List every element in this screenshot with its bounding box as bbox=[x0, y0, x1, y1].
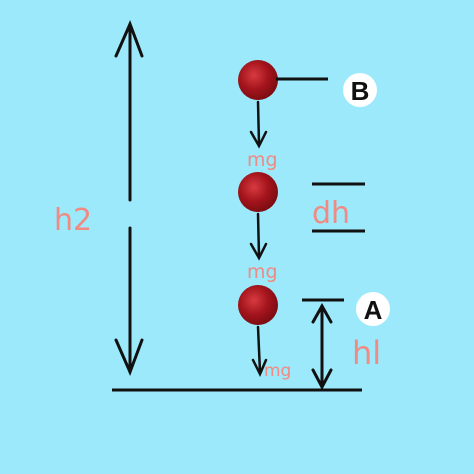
h1-height-arrow bbox=[311, 302, 333, 391]
h1-label: hl bbox=[352, 334, 381, 372]
mg-label-1: mg bbox=[247, 149, 278, 171]
ball-b bbox=[238, 60, 278, 100]
gravity-arrow-2 bbox=[249, 212, 268, 261]
point-b-badge bbox=[343, 73, 377, 107]
gravity-arrow-1 bbox=[249, 100, 268, 149]
mg-label-3: mg bbox=[264, 361, 291, 381]
point-a-label: A bbox=[364, 295, 383, 325]
point-b-label: B bbox=[351, 76, 370, 106]
ball-middle bbox=[238, 172, 278, 212]
h2-height-arrow bbox=[114, 20, 144, 376]
mg-label-2: mg bbox=[247, 261, 278, 283]
h2-label: h2 bbox=[54, 203, 92, 238]
point-a-badge bbox=[356, 292, 390, 326]
dh-label: dh bbox=[312, 196, 350, 231]
gravity-arrow-3 bbox=[251, 325, 268, 377]
ball-a bbox=[238, 285, 278, 325]
